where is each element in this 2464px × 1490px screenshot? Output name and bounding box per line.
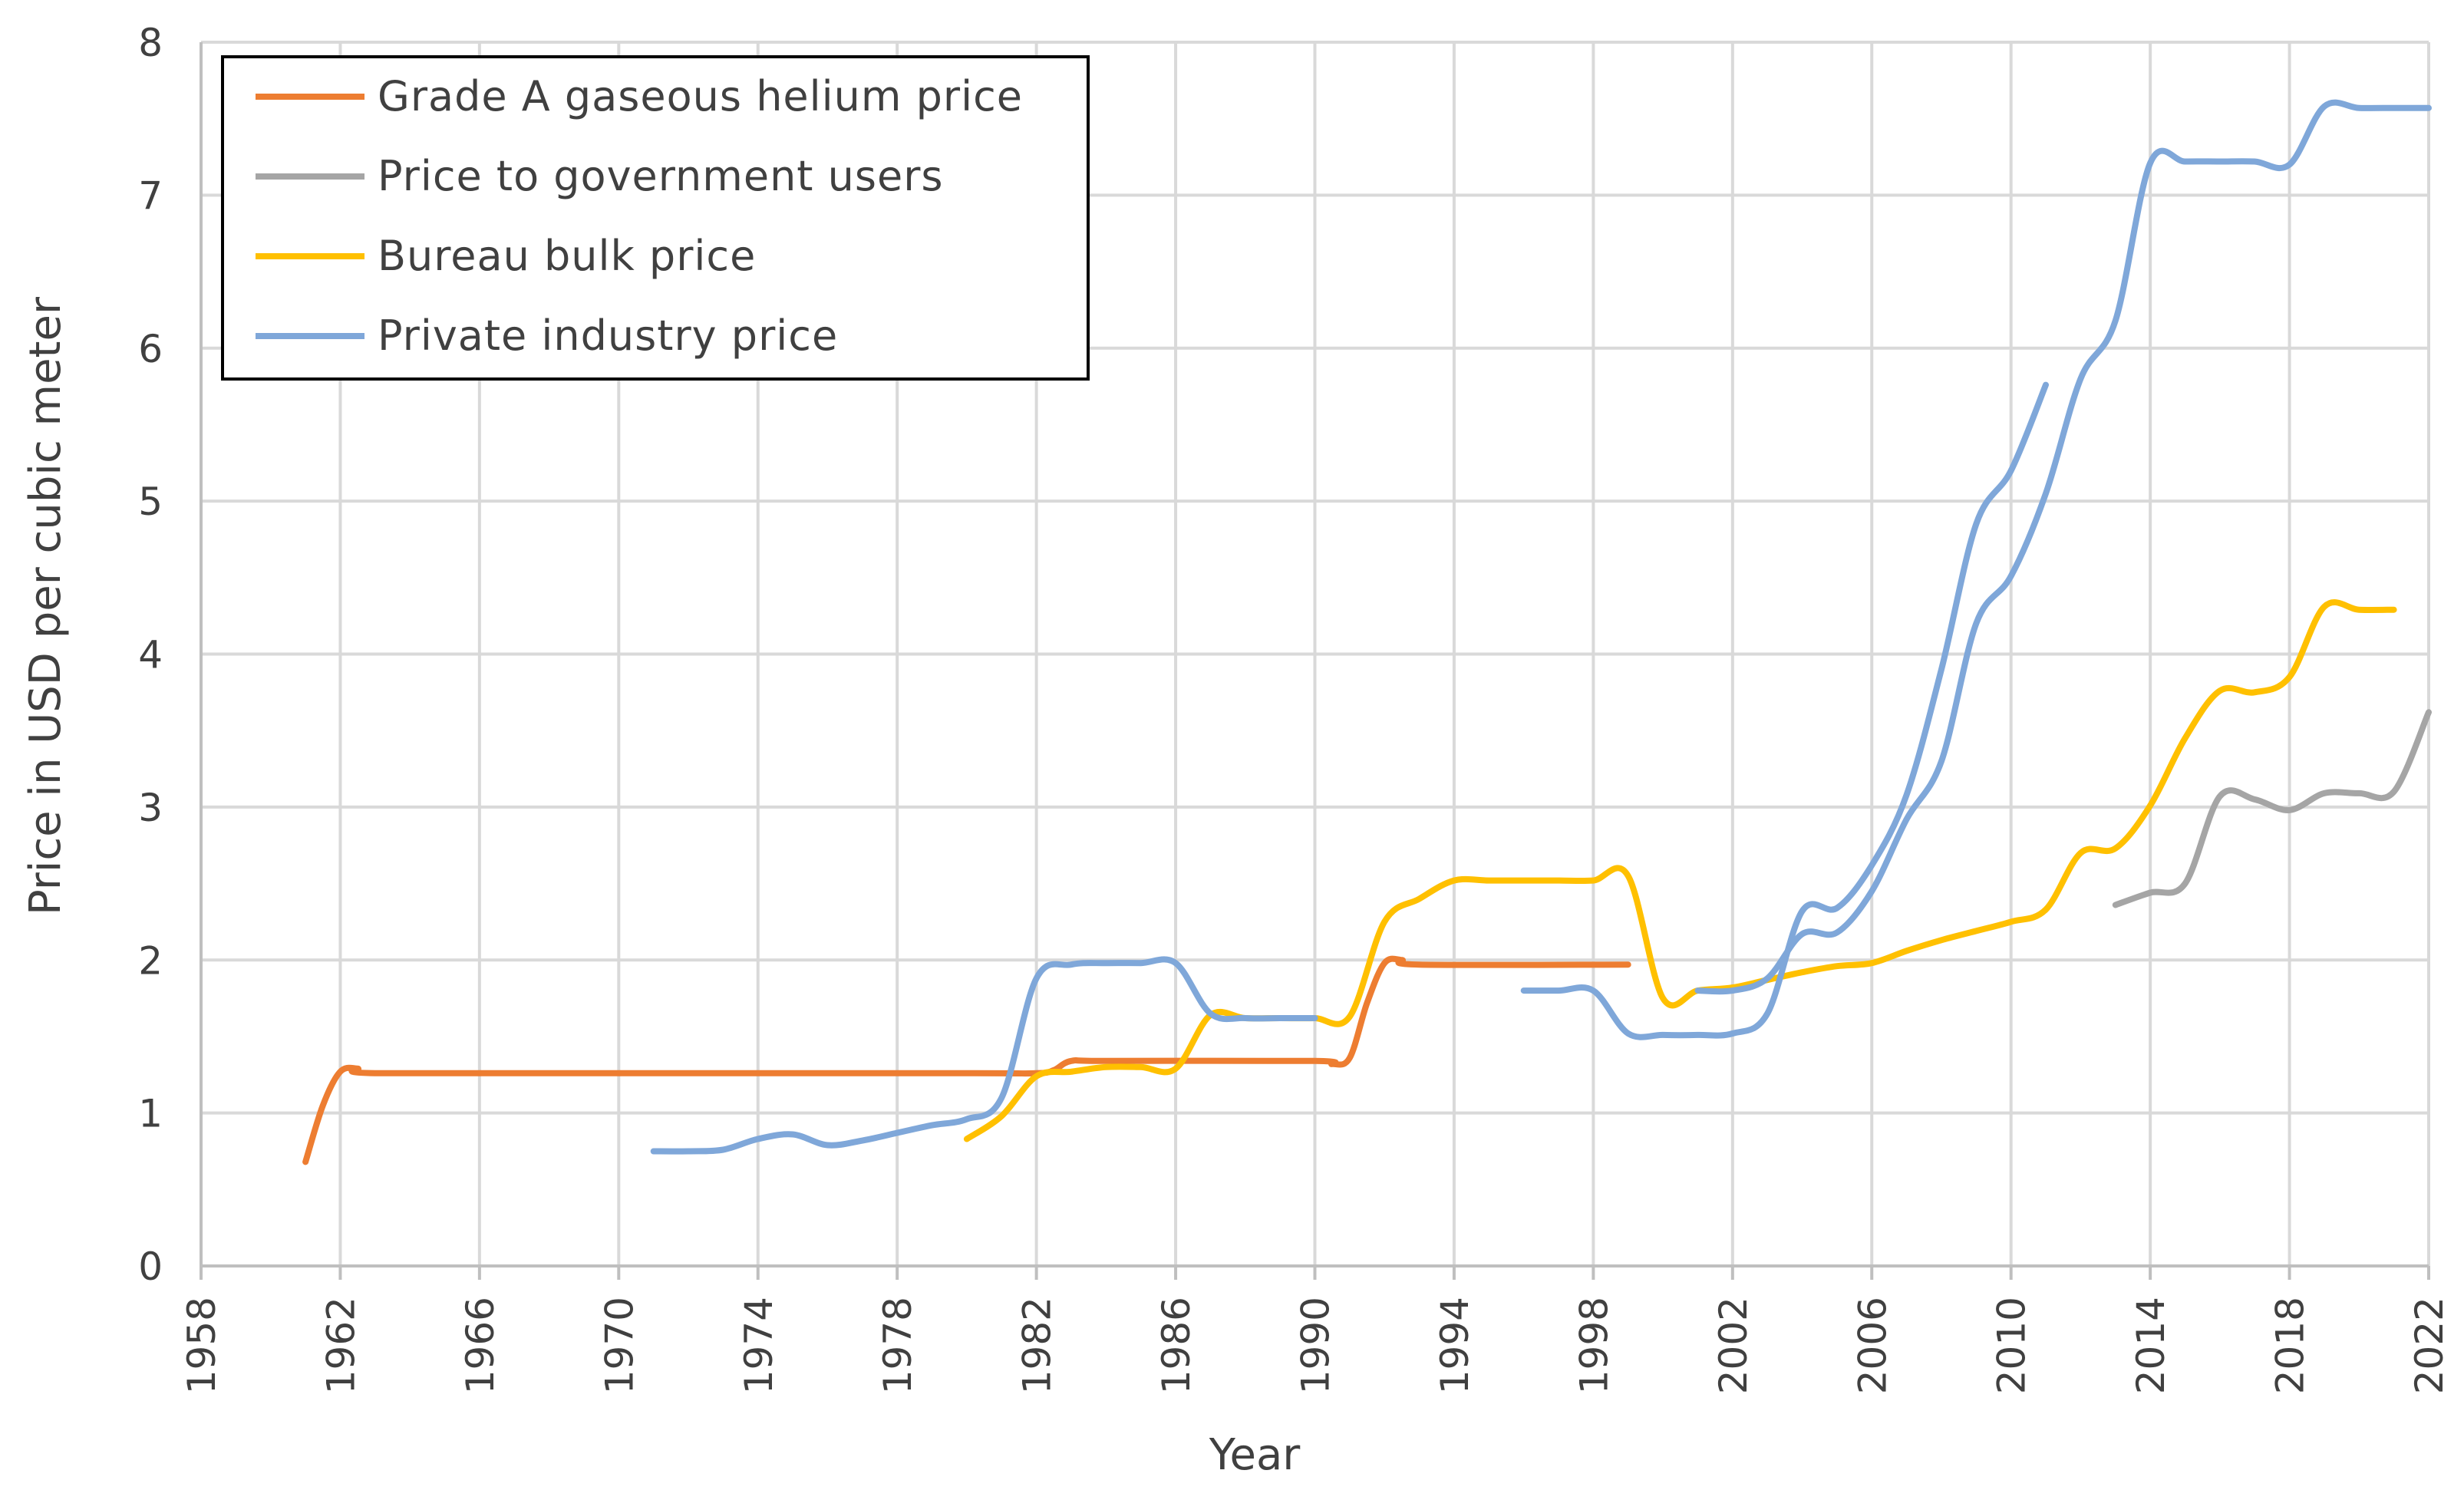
x-tick-label: 2018 [2268,1297,2313,1394]
x-tick-label: 2006 [1850,1297,1895,1394]
x-tick-label: 1986 [1154,1297,1199,1394]
legend-label: Bureau bulk price [378,232,756,280]
axes [200,42,2430,1280]
y-tick-label: 6 [138,327,163,371]
series-lines [302,99,2432,1165]
x-tick-label: 1990 [1294,1297,1338,1394]
x-tick-label: 1982 [1015,1297,1060,1394]
x-tick-label: 1966 [458,1297,503,1394]
tick-labels: 0 1 2 3 4 5 6 7 8 1958 1962 1966 1970 1974 1978 1982 198… [138,21,2452,1394]
y-tick-label: 5 [138,480,163,524]
x-tick-label: 1978 [876,1297,920,1394]
x-tick-label: 1974 [737,1297,781,1394]
x-axis-title: Year [1209,1430,1301,1480]
legend-label: Price to government users [378,152,944,200]
x-tick-label: 1970 [597,1297,642,1394]
y-tick-label: 7 [138,173,163,218]
y-tick-label: 1 [138,1092,163,1136]
legend: Grade A gaseous helium price Price to gov… [221,55,1090,381]
y-axis-title: Price in USD per cubic meter [21,296,71,915]
x-tick-label: 1962 [318,1297,363,1394]
y-tick-label: 0 [138,1244,163,1289]
legend-box [221,55,1090,381]
y-tick-label: 2 [138,938,163,983]
x-tick-label: 1958 [180,1297,224,1394]
legend-label: Private industry price [378,312,838,360]
series-line-bureau-bulk-price [963,599,2397,1142]
x-tick-label: 1994 [1433,1297,1477,1394]
series-line-private-industry-price-3 [1694,99,2432,995]
x-tick-label: 2002 [1711,1297,1756,1394]
y-tick-label: 8 [138,21,163,65]
legend-label: Grade A gaseous helium price [378,72,1023,120]
series-line-grade-a-gaseous-helium-price [302,955,1631,1165]
x-tick-label: 1998 [1572,1297,1616,1394]
x-tick-label: 2022 [2407,1297,2452,1394]
series-line-private-industry-price-1 [650,956,1318,1155]
x-tick-label: 2010 [1990,1297,2034,1394]
series-line-price-to-government-users [2112,709,2432,908]
series-line-private-industry-price-2 [1520,381,2049,1040]
y-tick-label: 3 [138,786,163,830]
y-tick-label: 4 [138,633,163,677]
x-tick-label: 2014 [2129,1297,2173,1394]
